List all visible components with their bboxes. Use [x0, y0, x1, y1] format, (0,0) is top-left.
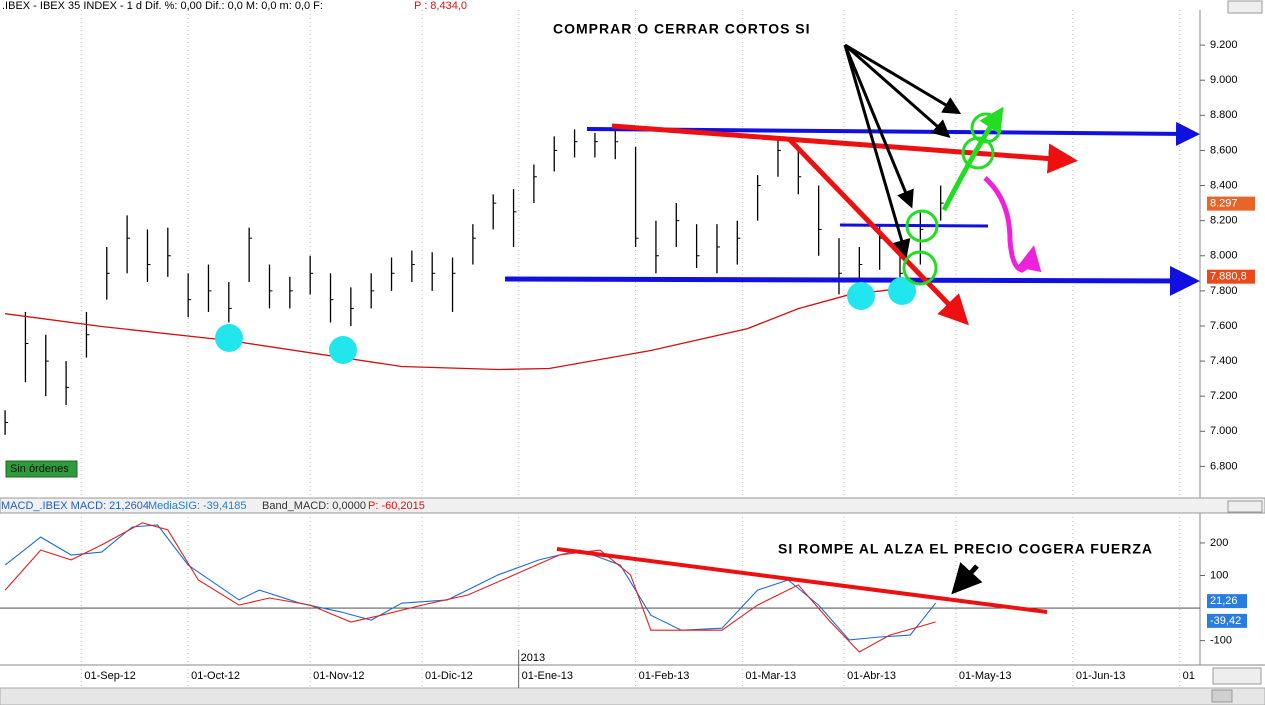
- macd-header: MACD_.IBEX MACD: 21,2604: [1, 500, 149, 512]
- price-panel: [4, 129, 944, 435]
- value-tag: [1207, 594, 1247, 609]
- pointer-arrow: [843, 44, 914, 209]
- annotation: COMPRAR O CERRAR CORTOS SI: [553, 21, 811, 37]
- y-tick-label: 6.800: [1210, 460, 1238, 472]
- macd-drawings: SI ROMPE AL ALZA EL PRECIO COGERA FUERZA: [556, 541, 1153, 614]
- support-line: [504, 265, 1200, 296]
- macd-header-p: P: -60,2015: [368, 500, 425, 512]
- y-tick-label: 8.400: [1210, 179, 1238, 191]
- up-arrow: [941, 106, 1004, 212]
- x-tick-label: 01: [1183, 670, 1195, 682]
- x-tick-label: 01-Sep-12: [84, 670, 135, 682]
- marker-dot: [888, 277, 916, 305]
- y-tick-label: 7.800: [1210, 285, 1238, 297]
- price-header: .IBEX - IBEX 35 INDEX - 1 d Dif. %: 0,00…: [2, 0, 323, 12]
- price-tag: [1207, 196, 1255, 211]
- window-buttons[interactable]: [1227, 0, 1263, 14]
- status-text: Sin órdenes: [10, 463, 69, 475]
- year-label: 2013: [521, 652, 545, 664]
- y-tick-label: 9.200: [1210, 39, 1238, 51]
- value-tag: [1207, 613, 1247, 628]
- window-buttons[interactable]: [1227, 500, 1263, 513]
- macd-header-sig: MediaSIG: -39,4185: [148, 500, 246, 512]
- y-tick-label: 7.600: [1210, 320, 1238, 332]
- trend-line: [788, 138, 969, 326]
- annotation: SI ROMPE AL ALZA EL PRECIO COGERA FUERZA: [778, 541, 1153, 557]
- y-tick-label: 7.200: [1210, 390, 1238, 402]
- macd-trend-line: [556, 547, 1048, 614]
- x-tick-label: 01-Ene-13: [522, 670, 573, 682]
- y-tick-label: 7.400: [1210, 355, 1238, 367]
- macd-panel: [0, 522, 1200, 653]
- macd-line: [4, 522, 936, 653]
- price-tag: [1207, 269, 1255, 284]
- grid: [80, 10, 1181, 688]
- x-tick-label: 01-Mar-13: [745, 670, 796, 682]
- axes: 01-Sep-12 01-Oct-12 01-Nov-12 01-Dic-12 01-E…: [84, 39, 1255, 688]
- y-tick-label: 8.600: [1210, 144, 1238, 156]
- price-tag-label: 7.880,8: [1210, 271, 1247, 283]
- macd-header-band: Band_MACD: 0,0000: [262, 500, 366, 512]
- highlight-circle: [905, 209, 939, 243]
- y-tick-label: 8.000: [1210, 250, 1238, 262]
- scrollbar[interactable]: [0, 687, 1265, 705]
- y-tick-label: 100: [1210, 569, 1228, 581]
- scroll-thumb[interactable]: [1211, 689, 1233, 703]
- macd-header-bar: [0, 497, 1265, 514]
- level-line: [839, 223, 989, 228]
- x-tick-label: 01-Jun-13: [1076, 670, 1126, 682]
- x-tick-label: 01-Feb-13: [639, 670, 690, 682]
- value-tag-label: 21,26: [1210, 595, 1238, 607]
- y-tick-label: 7.000: [1210, 425, 1238, 437]
- marker-dot: [329, 336, 357, 364]
- y-tick-label: 8.200: [1210, 215, 1238, 227]
- y-tick-label: 200: [1210, 537, 1228, 549]
- y-tick-label: 8.800: [1210, 109, 1238, 121]
- marker-dot: [215, 324, 243, 352]
- status-badge: [5, 460, 78, 478]
- x-tick-label: 01-Oct-12: [191, 670, 240, 682]
- pointer-arrow: [844, 43, 962, 115]
- value-tag-label: -39,42: [1210, 615, 1241, 627]
- pointer-arrow: [951, 562, 983, 595]
- marker-dot: [847, 282, 875, 310]
- y-tick-label: 9.000: [1210, 74, 1238, 86]
- highlight-circle: [902, 250, 938, 286]
- pointer-arrow: [844, 43, 951, 138]
- toolbar-buttons[interactable]: [1212, 667, 1262, 685]
- x-tick-label: 01-Dic-12: [425, 670, 473, 682]
- price-header-p: P : 8,434,0: [414, 0, 467, 12]
- down-arrow: [983, 176, 1042, 273]
- drawings: COMPRAR O CERRAR CORTOS SI: [215, 21, 1200, 364]
- x-tick-label: 01-Nov-12: [313, 670, 364, 682]
- macd-line: [4, 524, 937, 641]
- price-tag-label: 8.297: [1210, 198, 1238, 210]
- x-tick-label: 01-Abr-13: [847, 670, 896, 682]
- x-tick-label: 01-May-13: [959, 670, 1012, 682]
- pointer-arrow: [843, 44, 911, 258]
- y-tick-label: -100: [1210, 634, 1232, 646]
- moving-average: [5, 287, 901, 371]
